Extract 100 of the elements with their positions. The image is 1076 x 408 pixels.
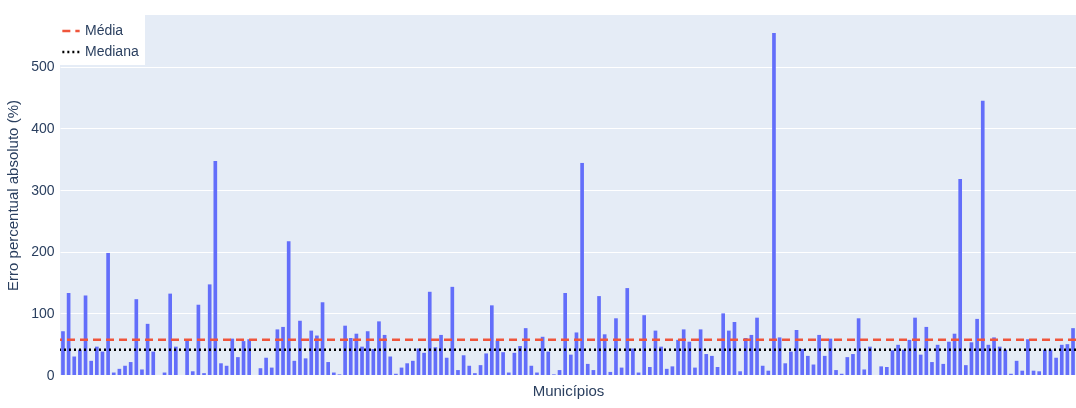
bar (980, 100, 985, 375)
bar (726, 330, 731, 375)
bar (78, 349, 82, 375)
bar (789, 351, 793, 375)
bar (913, 317, 917, 375)
bar (247, 339, 252, 375)
bar (563, 293, 568, 375)
bar (772, 32, 776, 375)
y-tick-label: 100 (31, 304, 55, 321)
bar (388, 356, 393, 375)
bar (868, 346, 872, 375)
bar (236, 357, 240, 375)
bar (140, 369, 144, 375)
bar (377, 321, 381, 375)
bar (862, 369, 867, 375)
bar (1071, 328, 1075, 375)
bar (298, 320, 302, 375)
bar (958, 178, 963, 375)
bar (755, 317, 759, 375)
bar (642, 315, 647, 375)
bar (693, 367, 697, 375)
bar (489, 305, 494, 375)
bar (219, 363, 223, 375)
bar (309, 330, 314, 375)
bar (168, 293, 173, 375)
bar (901, 349, 906, 375)
bar (614, 318, 618, 375)
legend-label: Mediana (85, 43, 139, 59)
bar (89, 360, 94, 375)
bar (173, 346, 178, 375)
bar (992, 337, 996, 375)
bar (467, 365, 472, 375)
bar (710, 355, 714, 375)
bar (947, 341, 951, 375)
bar (743, 338, 748, 375)
bar (72, 356, 77, 375)
bar (439, 334, 443, 375)
bar (800, 349, 805, 375)
y-axis-title: Erro percentual absoluto (%) (4, 100, 22, 291)
bar (834, 370, 838, 375)
bar (427, 291, 432, 375)
bar (676, 339, 680, 375)
bar (631, 348, 635, 375)
y-tick-label: 300 (31, 181, 55, 198)
bar (61, 331, 65, 375)
bar (704, 354, 709, 375)
bar (230, 338, 235, 375)
legend-label: Média (85, 22, 124, 38)
bar (518, 346, 522, 375)
bar (585, 363, 590, 375)
y-tick-label: 500 (31, 58, 55, 75)
bar (422, 352, 426, 375)
y-tick-label: 0 (46, 366, 55, 383)
bar (941, 363, 946, 375)
bar (315, 335, 319, 375)
bar (1059, 344, 1064, 375)
bar (410, 360, 415, 375)
bar (190, 371, 195, 375)
bar (501, 352, 505, 375)
bar (664, 368, 669, 375)
bar (805, 355, 810, 375)
bar (817, 334, 821, 375)
bar (281, 326, 285, 375)
bar (1042, 349, 1047, 375)
bar (884, 366, 889, 375)
bar (597, 296, 601, 375)
bar (930, 362, 934, 375)
bar (851, 354, 855, 375)
bar (546, 351, 551, 375)
bar (568, 354, 573, 375)
bar (348, 338, 353, 375)
bar (879, 366, 884, 375)
bar (405, 363, 410, 375)
bar (343, 325, 347, 375)
bar (783, 363, 788, 375)
bar (484, 353, 489, 375)
bar (659, 346, 663, 375)
bar (721, 313, 726, 375)
bar (1054, 357, 1058, 375)
bar (185, 339, 189, 375)
bar (1037, 371, 1042, 375)
bar (269, 367, 274, 375)
bar (151, 351, 156, 375)
bar (264, 357, 268, 375)
bar (106, 252, 110, 375)
bar (1026, 339, 1030, 375)
bar (1020, 370, 1025, 375)
bar (94, 346, 99, 375)
bar (963, 365, 968, 375)
bar (456, 370, 460, 375)
bar (896, 344, 900, 375)
bar (738, 371, 742, 375)
bar (625, 288, 630, 375)
bar (123, 365, 127, 375)
y-tick-label: 200 (31, 243, 55, 260)
y-tick-label: 400 (31, 119, 55, 136)
bar (326, 362, 331, 375)
x-axis-title: Municípios (532, 381, 605, 399)
bar (647, 366, 652, 375)
bar (975, 318, 979, 375)
